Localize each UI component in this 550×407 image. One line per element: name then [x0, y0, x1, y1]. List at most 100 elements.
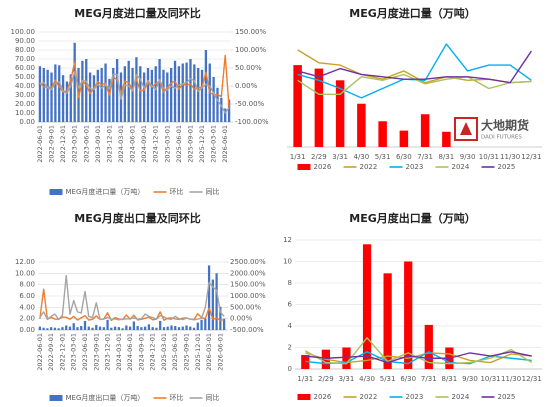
x-tick-label: 6/30: [396, 153, 412, 161]
y2-tick-label: 2000.00%: [230, 269, 266, 277]
bar: [170, 325, 173, 330]
bar: [442, 131, 451, 147]
x-tick-label: 7/31: [417, 153, 433, 161]
x-tick-label: 2022-06-01: [36, 333, 44, 371]
x-tick-label: 2024-12-01: [152, 125, 160, 163]
y2-tick-label: 2500.00%: [230, 258, 266, 266]
y-tick-label: 100.00: [11, 28, 36, 36]
bar: [113, 326, 117, 330]
y2-tick-label: 1500.00%: [230, 281, 266, 289]
bar: [83, 320, 87, 330]
x-tick-label: 2026-03-01: [210, 125, 218, 163]
bar: [159, 320, 162, 330]
y-tick-label: 0.00: [19, 118, 35, 126]
bar: [362, 244, 372, 369]
x-tick-label: 2025-03-01: [160, 333, 168, 371]
bar: [162, 69, 165, 122]
y-tick-label: 10.00: [15, 109, 35, 117]
bar: [54, 64, 57, 122]
legend-label: 2023: [406, 163, 424, 171]
x-tick-label: 12/31: [521, 153, 541, 161]
bar: [125, 325, 128, 330]
y-tick-label: 12.00: [15, 258, 35, 266]
y-tick-label: 80.00: [15, 46, 35, 54]
legend-swatch: [49, 395, 63, 401]
legend-swatch: [297, 394, 311, 400]
legend-label: 2025: [498, 393, 516, 401]
x-tick-label: 2023-06-01: [81, 333, 89, 371]
bar: [46, 69, 49, 122]
x-tick-label: 3/31: [332, 153, 348, 161]
y-tick-label: 60.00: [15, 64, 35, 72]
y2-tick-label: -500.00%: [230, 326, 264, 334]
bar: [104, 63, 107, 122]
legend-label: 2024: [452, 163, 470, 171]
bar: [154, 66, 157, 122]
chart-title: MEG月度出口量及同环比: [74, 211, 201, 225]
line-series: [39, 274, 225, 321]
bar: [177, 327, 181, 330]
bar: [139, 66, 142, 122]
bar: [131, 68, 134, 122]
x-tick-label: 2023-09-01: [92, 333, 100, 371]
x-tick-label: 2024-12-01: [149, 333, 157, 371]
x-tick-label: 2024-06-01: [129, 125, 137, 163]
bar: [65, 325, 68, 330]
bar: [181, 63, 184, 122]
y2-tick-label: 50.00%: [235, 64, 262, 72]
bar: [181, 326, 184, 330]
bar: [110, 327, 113, 330]
y-tick-label: 12: [283, 236, 292, 244]
bar: [424, 324, 433, 369]
x-tick-label: 2/29: [318, 375, 334, 383]
x-tick-label: 4/30: [354, 153, 370, 161]
y-tick-label: 2: [288, 344, 292, 352]
y-tick-label: 4.00: [19, 303, 35, 311]
bar: [174, 326, 177, 330]
x-tick-label: 2025-09-01: [183, 333, 191, 371]
bar: [204, 318, 207, 330]
bar: [102, 327, 105, 330]
logo-mark: [460, 122, 472, 135]
x-tick-label: 4/30: [359, 375, 375, 383]
watermark-subtitle: DADI FUTURES: [481, 135, 522, 141]
bar: [212, 77, 215, 122]
bar: [342, 347, 351, 369]
line-series: [305, 352, 532, 364]
bar: [95, 324, 98, 330]
bar: [383, 273, 392, 369]
bar: [196, 322, 199, 330]
chart-title: MEG月度进口量及同环比: [74, 6, 201, 20]
x-tick-label: 1/31: [290, 153, 306, 161]
legend-label: 2025: [498, 163, 516, 171]
y-tick-label: 0.00: [19, 326, 35, 334]
bar: [69, 74, 72, 122]
bar: [211, 279, 214, 330]
bar: [132, 321, 136, 330]
bar: [87, 326, 90, 330]
y-tick-label: 4: [288, 322, 293, 330]
y2-tick-label: 1000.00%: [230, 292, 266, 300]
x-tick-label: 10/31: [479, 153, 499, 161]
legend-label: 2026: [314, 163, 332, 171]
bar: [128, 326, 132, 330]
y-tick-label: 0: [288, 365, 292, 373]
chart-title: MEG月度出口量（万吨）: [349, 211, 476, 225]
chart-panel: MEG月度进口量及同环比0.0010.0020.0030.0040.0050.0…: [11, 6, 270, 196]
bar: [136, 326, 139, 330]
bar: [68, 326, 72, 330]
x-tick-label: 2026-06-01: [221, 125, 229, 163]
legend-label: 环比: [170, 393, 184, 402]
x-tick-label: 2023-03-01: [70, 333, 78, 371]
x-tick-label: 8/31: [442, 375, 458, 383]
chart-title: MEG月度进口量（万吨）: [349, 6, 476, 20]
bar: [420, 114, 430, 147]
bar: [185, 62, 188, 122]
line-series: [297, 50, 532, 84]
bar: [108, 78, 111, 122]
x-tick-label: 11/30: [501, 375, 521, 383]
x-tick-label: 3/31: [339, 375, 355, 383]
y-tick-label: 6: [288, 301, 293, 309]
y-tick-label: 90.00: [15, 37, 35, 45]
